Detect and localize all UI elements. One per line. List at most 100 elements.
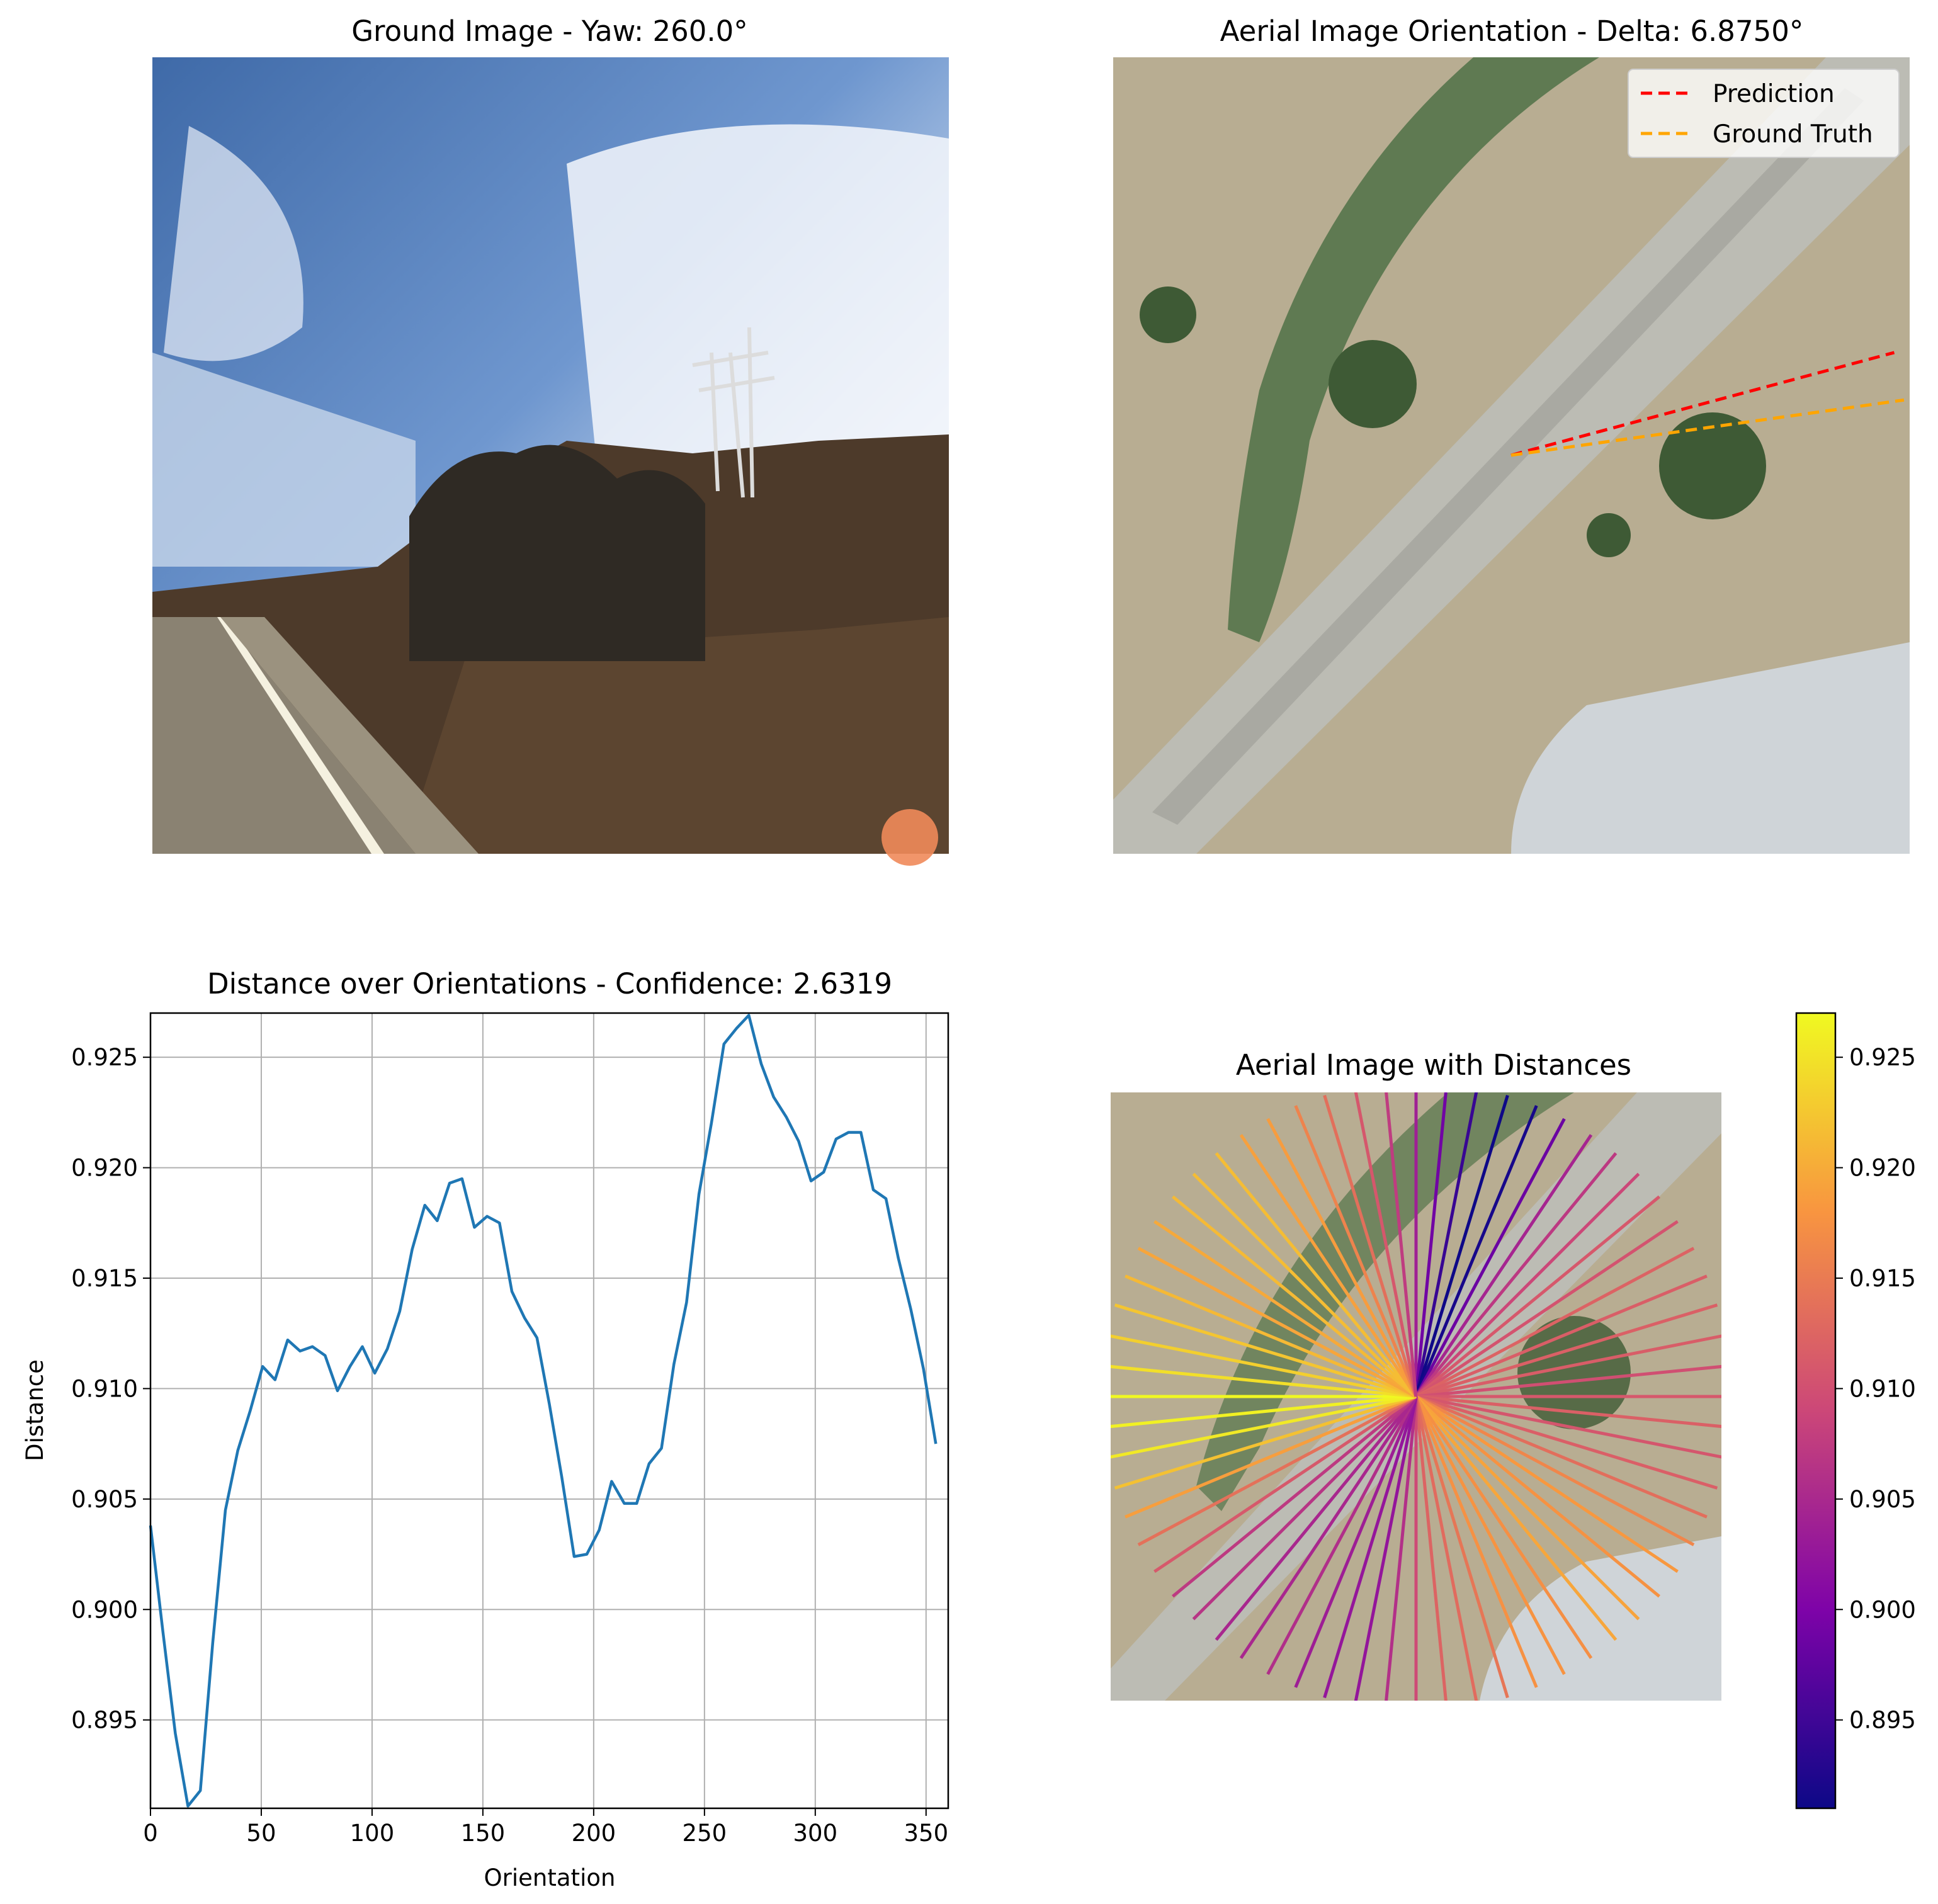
x-tick-label: 350 (904, 1820, 948, 1847)
distance-ray (1354, 1092, 1418, 1397)
distance-ray (1415, 1303, 1718, 1398)
aerial-photo (1113, 57, 1910, 854)
ground-image-title: Ground Image - Yaw: 260.0° (351, 14, 748, 48)
distance-ray (1354, 1396, 1418, 1701)
distance-ray (1239, 1134, 1418, 1398)
distance-ray (1323, 1094, 1418, 1397)
distance-ray (1415, 1220, 1679, 1398)
distance-plot-area: 0 50 100 150 200 250 300 350 0.895 0.900 0.905 0.91… (71, 1013, 948, 1847)
distance-ray (1414, 1395, 1566, 1675)
colorbar-tick-label: 0.915 (1849, 1265, 1916, 1292)
colorbar-tick-label: 0.905 (1849, 1486, 1916, 1513)
distance-ray (1414, 1105, 1538, 1397)
distance-ray (1415, 1395, 1679, 1573)
x-tick-label: 150 (461, 1820, 506, 1847)
distance-ray (1414, 1134, 1593, 1398)
distance-ray (1385, 1396, 1418, 1701)
distance-ray (1111, 1395, 1417, 1459)
distance-ray (1192, 1395, 1417, 1621)
distance-ray (1294, 1105, 1418, 1397)
distance-ray (1125, 1274, 1417, 1398)
distance-plot-frame (149, 1012, 949, 1810)
distance-ray (1415, 1172, 1640, 1398)
distance-ray (1415, 1395, 1640, 1621)
distance-ray (1111, 1334, 1417, 1398)
distance-ray (1415, 1395, 1695, 1546)
prediction-line (1510, 351, 1895, 457)
distance-ray (1266, 1395, 1418, 1675)
ground-photo (152, 57, 949, 866)
distance-ray (1415, 1247, 1695, 1398)
distance-chart-title: Distance over Orientations - Confidence:… (207, 967, 892, 1000)
distance-ray (1415, 1152, 1618, 1398)
distance-series-line (149, 1014, 938, 1808)
distance-ray (1414, 1092, 1448, 1397)
colorbar-tick-label: 0.895 (1849, 1707, 1916, 1734)
distance-ray (1323, 1396, 1418, 1699)
distance-ray (1415, 1395, 1660, 1598)
legend-prediction-label: Prediction (1713, 80, 1835, 108)
distance-ray (1192, 1172, 1417, 1398)
x-tick-label: 250 (683, 1820, 727, 1847)
distance-ray (1385, 1092, 1418, 1397)
distance-ray (1415, 1395, 1618, 1641)
distance-ray (1111, 1395, 1417, 1429)
y-tick-label: 0.895 (71, 1707, 138, 1734)
x-tick-label: 50 (246, 1820, 276, 1847)
distance-ray (1153, 1395, 1417, 1573)
distance-ray (1114, 1395, 1417, 1490)
distance-ray (1111, 1364, 1417, 1398)
distance-rays (1111, 1092, 1721, 1701)
colorbar-tick-label: 0.900 (1849, 1596, 1916, 1623)
distance-ray (1172, 1195, 1417, 1398)
distance-ray (1114, 1303, 1417, 1398)
distance-ray (1414, 1094, 1509, 1397)
orientation-legend: Prediction Ground Truth (1628, 69, 1900, 158)
x-tick-label: 100 (350, 1820, 395, 1847)
ground-truth-line (1510, 398, 1905, 457)
distance-ray (1239, 1395, 1418, 1659)
distance-ray (1137, 1247, 1417, 1398)
distance-ray (1415, 1274, 1708, 1398)
legend-ground-truth-label: Ground Truth (1713, 120, 1873, 149)
distance-ray (1415, 1364, 1721, 1398)
y-tick-label: 0.915 (71, 1265, 138, 1292)
colorbar-tick-label: 0.925 (1849, 1044, 1916, 1071)
y-tick-label: 0.920 (71, 1155, 138, 1182)
colorbar (1795, 1012, 1837, 1810)
aerial-image-title: Aerial Image Orientation - Delta: 6.8750… (1220, 14, 1804, 48)
distance-ray (1414, 1395, 1593, 1659)
distance-ray (1415, 1395, 1721, 1429)
distance-ray (1215, 1395, 1417, 1641)
x-tick-label: 300 (793, 1820, 838, 1847)
distance-ray (1414, 1396, 1478, 1701)
distance-ray (1414, 1396, 1538, 1688)
distance-ray (1415, 1195, 1660, 1398)
distance-ray (1137, 1395, 1417, 1546)
x-axis-label: Orientation (484, 1864, 616, 1891)
distance-ray (1415, 1395, 1708, 1519)
y-tick-label: 0.905 (71, 1486, 138, 1513)
x-tick-label: 200 (572, 1820, 616, 1847)
distance-ray (1414, 1118, 1566, 1398)
distance-ray (1414, 1396, 1509, 1699)
y-tick-label: 0.925 (71, 1044, 138, 1071)
distance-ray (1125, 1395, 1417, 1519)
distance-ray (1153, 1220, 1417, 1398)
distance-ray (1414, 1396, 1448, 1701)
colorbar-ticks: 0.895 0.900 0.905 0.910 0.915 0.920 0.925 (1835, 1044, 1916, 1734)
distance-ray (1414, 1092, 1478, 1397)
distance-ray (1172, 1395, 1417, 1598)
distance-ray (1215, 1152, 1417, 1398)
colorbar-tick-label: 0.920 (1849, 1155, 1916, 1182)
x-tick-label: 0 (143, 1820, 158, 1847)
distance-ray (1415, 1395, 1721, 1459)
distance-ray (1415, 1334, 1721, 1398)
y-tick-label: 0.900 (71, 1596, 138, 1623)
distance-ray (1266, 1118, 1418, 1398)
distance-ray (1294, 1396, 1418, 1688)
colorbar-tick-label: 0.910 (1849, 1375, 1916, 1402)
y-axis-label: Distance (21, 1359, 48, 1461)
distance-ray (1415, 1395, 1718, 1490)
